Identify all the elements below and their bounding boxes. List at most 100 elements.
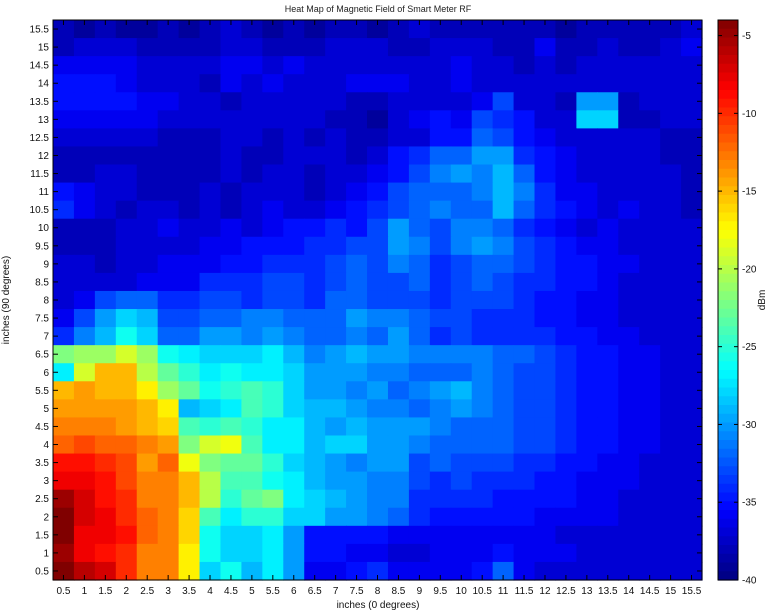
heatmap-cell — [471, 38, 494, 57]
heatmap-cell — [387, 561, 410, 581]
heatmap-cell — [618, 489, 640, 509]
heatmap-cell — [408, 507, 431, 527]
heatmap-cell — [178, 453, 201, 473]
heatmap-cell — [597, 309, 619, 328]
heatmap-cell — [136, 327, 159, 346]
heatmap-cell — [304, 272, 326, 292]
heatmap-cell — [157, 381, 180, 400]
heatmap-cell — [555, 507, 577, 527]
heatmap-cell — [555, 38, 577, 57]
heatmap-cell — [660, 182, 682, 202]
heatmap-cell — [513, 417, 536, 437]
heatmap-cell — [262, 164, 284, 184]
colorbar-step — [718, 238, 738, 249]
colorbar-step — [718, 168, 738, 179]
heatmap-cell — [157, 399, 180, 419]
heatmap-cell — [597, 92, 619, 111]
heatmap-cell — [136, 561, 159, 581]
heatmap-cell — [471, 20, 494, 39]
colorbar-step — [718, 571, 738, 581]
heatmap-cell — [199, 417, 222, 437]
heatmap-cell — [220, 381, 243, 400]
heatmap-cell — [241, 561, 263, 581]
heatmap-cell — [346, 543, 368, 563]
heatmap-cell — [220, 453, 243, 473]
heatmap-cell — [220, 399, 243, 419]
heatmap-cell — [304, 218, 326, 238]
heatmap-cell — [681, 164, 703, 184]
heatmap-cell — [681, 363, 703, 382]
heatmap-cell — [94, 309, 117, 328]
heatmap-cell — [660, 435, 682, 455]
y-axis-label: inches (90 degrees) — [1, 256, 12, 344]
heatmap-cell — [367, 164, 389, 184]
heatmap-cell — [471, 128, 494, 148]
heatmap-cell — [429, 507, 452, 527]
colorbar-step — [718, 527, 738, 537]
colorbar-step — [718, 518, 738, 529]
heatmap-cell — [408, 146, 431, 166]
heatmap-cell — [157, 200, 180, 220]
heatmap-cell — [241, 20, 263, 39]
colorbar-step — [718, 273, 738, 284]
heatmap-cell — [408, 525, 431, 545]
heatmap-cells — [53, 20, 703, 581]
x-tick-label: 12 — [539, 586, 551, 597]
heatmap-cell — [220, 327, 243, 346]
heatmap-cell — [346, 453, 368, 473]
heatmap-cell — [73, 272, 96, 292]
heatmap-cell — [408, 381, 431, 400]
heatmap-cell — [136, 489, 159, 509]
heatmap-cell — [387, 435, 410, 455]
heatmap-cell — [387, 182, 410, 202]
heatmap-cell — [220, 507, 243, 527]
heatmap-cell — [199, 254, 222, 274]
colorbar-step — [718, 343, 738, 354]
x-tick-label: 2 — [123, 586, 129, 597]
heatmap-cell — [534, 309, 557, 328]
y-tick-label: 15.5 — [30, 25, 50, 36]
colorbar-step — [718, 81, 738, 91]
colorbar-step — [718, 90, 738, 100]
heatmap-cell — [157, 182, 180, 202]
heatmap-cell — [53, 236, 75, 256]
heatmap-cell — [367, 236, 389, 256]
heatmap-cell — [597, 56, 619, 75]
y-tick-label: 3.5 — [35, 458, 49, 469]
colorbar-step — [718, 20, 738, 30]
heatmap-cell — [471, 74, 494, 93]
heatmap-cell — [53, 38, 75, 57]
x-tick-label: 0.5 — [57, 586, 71, 597]
heatmap-cell — [178, 290, 201, 310]
heatmap-cell — [283, 417, 305, 437]
heatmap-cell — [283, 489, 305, 509]
colorbar-step — [718, 55, 738, 65]
heatmap-cell — [618, 345, 640, 364]
colorbar-step — [718, 46, 738, 56]
heatmap-cell — [576, 471, 598, 491]
heatmap-cell — [681, 290, 703, 310]
heatmap-cell — [408, 74, 431, 93]
heatmap-cell — [136, 182, 159, 202]
heatmap-cell — [241, 290, 263, 310]
heatmap-cell — [555, 236, 577, 256]
heatmap-cell — [136, 543, 159, 563]
heatmap-cell — [429, 435, 452, 455]
heatmap-cell — [450, 164, 473, 184]
heatmap-cell — [471, 218, 494, 238]
heatmap-cell — [220, 290, 243, 310]
heatmap-cell — [283, 92, 305, 111]
heatmap-cell — [618, 164, 640, 184]
heatmap-cell — [325, 110, 347, 129]
heatmap-cell — [73, 92, 96, 111]
heatmap-cell — [367, 128, 389, 148]
heatmap-cell — [220, 146, 243, 166]
heatmap-cell — [408, 345, 431, 364]
heatmap-cell — [241, 74, 263, 93]
chart-title: Heat Map of Magnetic Field of Smart Mete… — [285, 4, 472, 14]
heatmap-cell — [450, 56, 473, 75]
x-tick-label: 15.5 — [682, 586, 702, 597]
heatmap-cell — [681, 236, 703, 256]
heatmap-cell — [73, 453, 96, 473]
heatmap-cell — [639, 290, 661, 310]
